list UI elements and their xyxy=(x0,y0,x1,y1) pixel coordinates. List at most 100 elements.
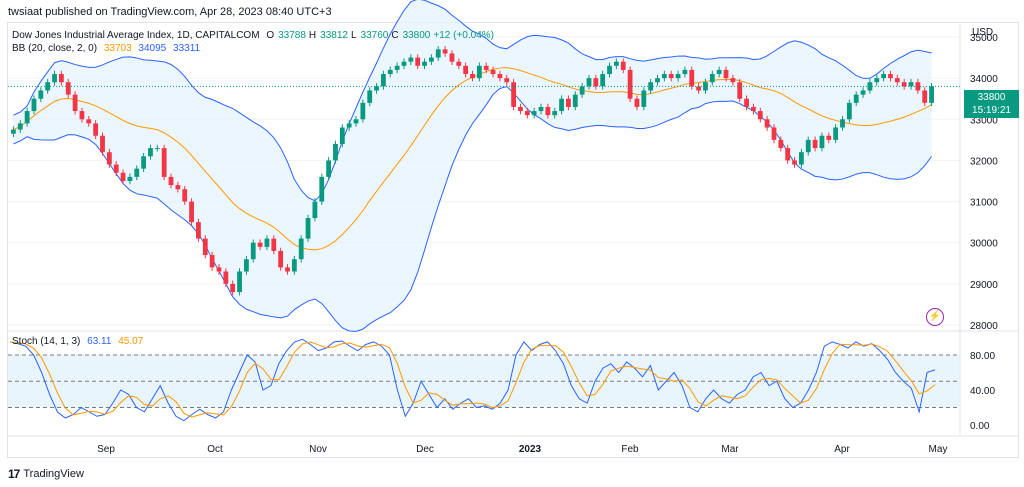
last-price: 33800 xyxy=(977,92,1006,103)
candle-body xyxy=(778,139,784,149)
candle-body xyxy=(846,102,852,120)
bb-lower: 33311 xyxy=(173,43,201,54)
candle-body xyxy=(449,53,455,62)
price-tick-label: 29000 xyxy=(970,280,998,291)
candle-body xyxy=(148,148,153,157)
footer-brand: TradingView xyxy=(23,468,84,480)
candle-body xyxy=(696,86,702,91)
candle-body xyxy=(326,160,332,177)
last-price-badge: 33800 15:19:21 xyxy=(964,90,1019,118)
candle-body xyxy=(65,82,71,95)
candle-body xyxy=(31,98,37,112)
candle-body xyxy=(209,255,215,268)
candle-body xyxy=(154,148,160,150)
candle-body xyxy=(566,98,571,107)
candle-body xyxy=(668,74,674,79)
candle-body xyxy=(860,90,866,95)
candle-body xyxy=(524,111,530,116)
candle-body xyxy=(333,143,338,161)
candle-body xyxy=(476,65,482,79)
candle-body xyxy=(58,74,64,83)
candle-body xyxy=(518,106,523,112)
candle-body xyxy=(661,74,667,79)
candle-body xyxy=(511,82,517,107)
candle-body xyxy=(52,74,57,83)
candle-body xyxy=(360,102,366,120)
candle-body xyxy=(538,106,544,112)
currency-label: USD xyxy=(972,27,994,38)
candle-body xyxy=(100,135,105,153)
candle-body xyxy=(456,61,462,66)
candle-body xyxy=(709,74,715,83)
candle-body xyxy=(271,238,277,251)
price-tick-label: 32000 xyxy=(970,156,998,167)
candle-body xyxy=(572,94,578,107)
candle-body xyxy=(298,238,304,260)
time-tick-label: Oct xyxy=(207,444,223,455)
candle-body xyxy=(929,86,934,103)
candle-body xyxy=(600,74,606,87)
candle-body xyxy=(196,222,201,239)
candle-body xyxy=(463,65,469,75)
candle-body xyxy=(168,176,174,186)
candle-body xyxy=(353,119,359,124)
candle-body xyxy=(415,57,421,66)
ohlc-values: O 33788 H 33812 L 33760 C 33800 +12 (+0.04%) xyxy=(266,30,494,41)
candle-body xyxy=(716,69,722,75)
stoch-k-value: 63.11 xyxy=(87,336,112,347)
candle-body xyxy=(120,172,126,181)
candle-body xyxy=(216,267,222,272)
candlesticks xyxy=(8,46,960,296)
lightning-icon[interactable]: ⚡ xyxy=(926,308,944,326)
candle-body xyxy=(798,152,804,165)
time-tick-label: May xyxy=(929,444,948,455)
candle-body xyxy=(422,61,427,66)
candle-body xyxy=(703,82,708,91)
candle-body xyxy=(840,119,845,128)
candle-body xyxy=(751,106,756,112)
candle-body xyxy=(428,57,434,62)
candle-body xyxy=(853,94,859,103)
candle-body xyxy=(874,78,880,83)
candle-body xyxy=(285,267,290,272)
candle-body xyxy=(243,259,249,272)
candle-body xyxy=(339,127,345,144)
candle-body xyxy=(346,123,352,128)
candle-body xyxy=(922,90,928,103)
candle-body xyxy=(723,69,729,79)
candle-body xyxy=(737,82,743,99)
bb-upper: 34095 xyxy=(138,43,167,54)
candle-body xyxy=(792,160,797,165)
candle-body xyxy=(93,123,99,136)
bb-basis: 33703 xyxy=(103,43,132,54)
candle-body xyxy=(38,90,44,99)
candle-body xyxy=(730,78,736,83)
candle-body xyxy=(312,201,318,219)
publisher-line: twsiaat published on TradingView.com, Ap… xyxy=(8,6,332,18)
footer: 17 TradingView xyxy=(8,467,84,481)
time-tick-label: Sep xyxy=(97,444,115,455)
candle-body xyxy=(634,98,640,107)
time-tick-label: Feb xyxy=(621,444,639,455)
candle-body xyxy=(381,74,386,87)
candle-body xyxy=(682,69,688,75)
candle-body xyxy=(175,185,181,190)
candle-body xyxy=(237,271,242,293)
price-tick-label: 34000 xyxy=(970,74,998,85)
candle-body xyxy=(134,168,140,177)
bb-upper-line xyxy=(13,0,932,202)
candle-body xyxy=(675,74,681,79)
candle-body xyxy=(483,65,489,70)
price-tick-label: 28000 xyxy=(970,321,998,332)
price-tick-label: 33000 xyxy=(970,115,998,126)
candle-body xyxy=(757,111,763,120)
price-tick-label: 30000 xyxy=(970,239,998,250)
symbol-legend: Dow Jones Industrial Average Index, 1D, … xyxy=(12,30,502,41)
candle-body xyxy=(901,82,907,87)
candle-body xyxy=(161,148,167,177)
candle-body xyxy=(559,98,564,112)
candle-body xyxy=(79,111,85,120)
stoch-tick-label: 80.00 xyxy=(970,351,995,362)
candle-body xyxy=(531,111,537,116)
